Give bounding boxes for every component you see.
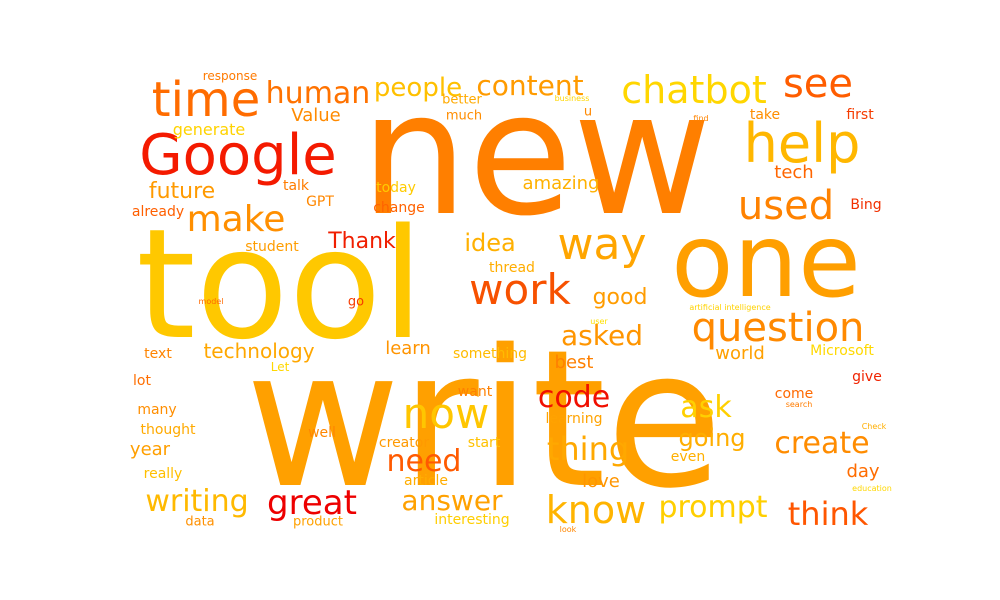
- word-want: want: [457, 384, 493, 400]
- word-know: know: [545, 488, 647, 532]
- word-even: even: [670, 449, 706, 465]
- word-think: think: [787, 495, 869, 533]
- word-thank: Thank: [328, 229, 396, 254]
- word-learn: learn: [385, 338, 431, 359]
- word-write: write: [245, 309, 723, 530]
- word-really: really: [143, 466, 183, 482]
- word-thing: thing: [546, 430, 630, 468]
- word-product: product: [292, 514, 344, 530]
- word-see: see: [782, 61, 854, 107]
- word-search: search: [785, 400, 813, 409]
- word-find: find: [693, 114, 709, 123]
- word-student: student: [245, 239, 299, 255]
- word-question: question: [691, 305, 865, 351]
- word-chatbot: chatbot: [621, 68, 767, 112]
- word-data: data: [185, 514, 215, 530]
- word-day: day: [846, 461, 880, 482]
- word-take: take: [749, 107, 781, 123]
- word-human: human: [265, 76, 371, 111]
- word-time: time: [151, 72, 261, 128]
- word-text: text: [144, 346, 172, 362]
- word-value: Value: [291, 105, 341, 126]
- word-well: well: [308, 425, 336, 441]
- word-ask: ask: [680, 390, 732, 425]
- word-people: people: [373, 73, 463, 103]
- word-good: good: [592, 285, 648, 310]
- word-business: business: [554, 94, 590, 103]
- word-thought: thought: [140, 422, 196, 438]
- word-create: create: [774, 426, 870, 461]
- word-tool: tool: [136, 196, 424, 373]
- word-article: article: [404, 473, 448, 489]
- word-work: work: [469, 265, 571, 314]
- word-u: u: [583, 104, 593, 120]
- word-first: first: [846, 107, 874, 123]
- word-make: make: [186, 199, 286, 240]
- word-technology: technology: [203, 339, 315, 363]
- word-content: content: [476, 69, 584, 102]
- word-talk: talk: [282, 178, 310, 194]
- word-prompt: prompt: [658, 490, 768, 525]
- word-today: today: [376, 180, 416, 196]
- word-user: user: [590, 317, 608, 326]
- word-code: code: [537, 380, 611, 415]
- word-writing: writing: [145, 484, 249, 519]
- word-way: way: [557, 219, 647, 270]
- word-lot: lot: [133, 373, 151, 389]
- word-going: going: [678, 424, 746, 452]
- word-model: model: [198, 297, 224, 306]
- word-need: need: [386, 444, 462, 479]
- word-idea: idea: [464, 229, 516, 257]
- word-education: education: [852, 484, 892, 493]
- word-check: Check: [861, 422, 887, 431]
- word-amazing: amazing: [522, 173, 600, 194]
- word-tech: tech: [774, 162, 814, 183]
- word-answer: answer: [401, 484, 503, 517]
- word-love: love: [582, 471, 620, 492]
- word-now: now: [402, 389, 490, 438]
- word-new: new: [360, 56, 712, 254]
- word-learning: learning: [545, 411, 603, 427]
- word-world: world: [715, 343, 765, 364]
- word-change: change: [373, 200, 425, 216]
- word-artificial-intelligence: artificial intelligence: [689, 303, 771, 312]
- word-many: many: [137, 402, 177, 418]
- word-used: used: [737, 183, 835, 229]
- word-start: start: [467, 435, 501, 451]
- word-something: something: [452, 346, 528, 362]
- word-microsoft: Microsoft: [810, 343, 874, 359]
- word-great: great: [267, 483, 357, 523]
- word-interesting: interesting: [434, 512, 510, 528]
- word-gpt: GPT: [306, 194, 334, 210]
- word-come: come: [774, 386, 814, 402]
- word-year: year: [129, 439, 171, 460]
- word-asked: asked: [561, 319, 643, 352]
- word-google: Google: [139, 123, 337, 188]
- word-future: future: [148, 179, 216, 204]
- word-look: look: [559, 525, 577, 534]
- word-thread: thread: [489, 260, 535, 276]
- word-give: give: [852, 369, 882, 385]
- word-already: already: [131, 204, 185, 220]
- word-response: response: [202, 69, 258, 83]
- word-one: one: [671, 202, 861, 321]
- word-generate: generate: [172, 120, 246, 139]
- word-bing: Bing: [850, 197, 882, 213]
- word-go: go: [347, 294, 365, 310]
- word-better: better: [442, 92, 482, 108]
- word-let: Let: [270, 360, 290, 374]
- word-best: best: [554, 352, 594, 373]
- word-much: much: [445, 108, 483, 124]
- word-help: help: [743, 112, 861, 175]
- word-creator: creator: [378, 435, 430, 451]
